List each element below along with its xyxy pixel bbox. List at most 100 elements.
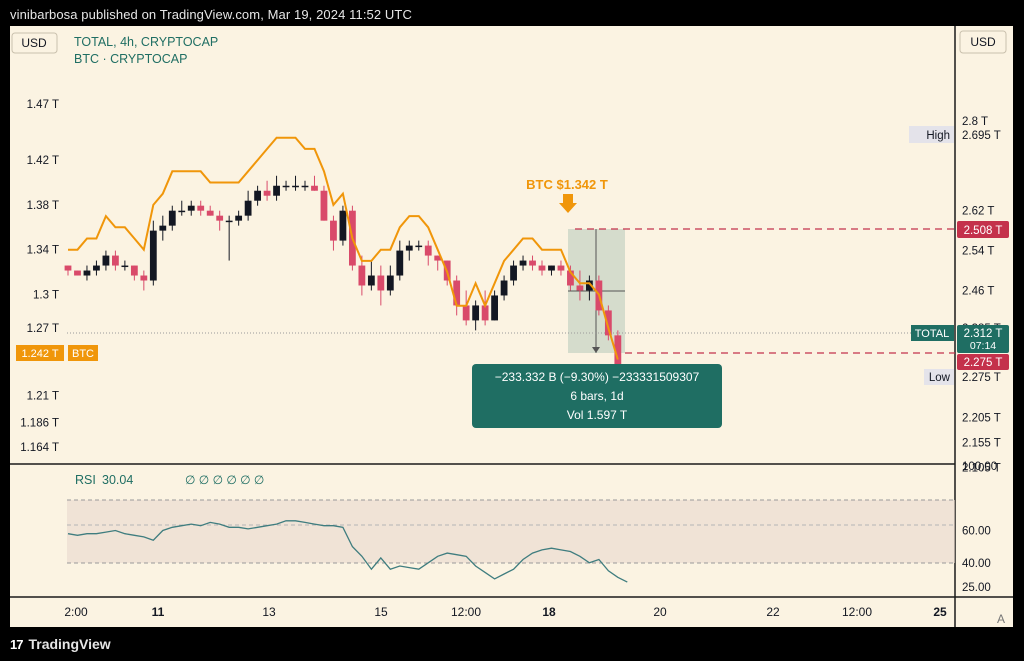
candle-body [102,255,110,266]
left-tick-label: 1.42 T [27,155,59,167]
total-timer: 07:14 [970,340,996,352]
candle-body [197,205,205,211]
btc-left-price: 1.242 T [21,348,58,360]
chart-svg[interactable]: BTC $1.342 T USD TOTAL, 4h, CRYPTOCAP BT… [10,26,1013,627]
candle-body [519,260,527,266]
candle-body [424,245,432,256]
candle-body [225,220,233,223]
left-tick-label: 1.3 T [33,290,59,302]
candle-body [434,255,442,261]
measure-bars: 6 bars, 1d [570,389,623,403]
candle-body [83,270,91,276]
measure-volume: Vol 1.597 T [567,408,628,422]
candle-body [74,270,81,276]
right-currency: USD [970,35,996,49]
high-value: 2.695 T [962,130,1001,142]
candle-body [168,210,176,226]
measure-change: −233.332 B (−9.30%) −233331509307 [495,370,700,384]
right-currency-box[interactable] [959,30,1007,54]
left-currency: USD [21,36,47,50]
rsi-tick-label: 60.00 [962,526,991,538]
candle-body [301,185,309,188]
measure-tooltip [472,364,722,428]
candle-body [367,275,375,286]
candle-body [491,295,498,321]
rsi-tick-label: 40.00 [962,558,991,570]
candle-body [472,305,480,321]
legend-line2[interactable]: BTC · CRYPTOCAP [74,52,187,66]
candle-body [263,190,271,196]
time-tick-label: 2:00 [64,605,88,619]
time-tick-label: 25 [933,605,947,619]
arrow-down-icon [559,194,577,213]
lower-level-value: 2.275 T [964,357,1003,369]
candle-body [235,215,243,221]
measure-arrow-icon [592,347,600,353]
time-tick-label: 12:00 [842,605,872,619]
candle-body [529,260,536,266]
right-tick-label: 2.205 T [962,413,1001,425]
low-badge [924,369,954,385]
candle-body [140,275,148,281]
btc-left-name-badge [68,345,98,361]
candle-body [405,245,413,251]
total-name-badge [911,325,954,341]
rsi-tick-label: 100.00 [962,461,997,473]
candle-body [121,265,129,268]
right-tick-label: 2.8 T [962,116,988,128]
tradingview-logo-icon: 17 [10,636,24,652]
candle-body [481,305,489,321]
rsi-label[interactable]: RSI [75,473,96,487]
time-tick-label: 20 [653,605,667,619]
lower-level-badge [957,354,1009,370]
candle-body [254,190,261,201]
left-currency-box[interactable] [11,32,58,54]
low-label: Low [929,372,951,384]
candle-body [604,310,612,336]
candle-body [548,265,555,271]
right-tick-label: 2.46 T [962,285,994,297]
upper-level-badge [957,221,1009,238]
left-tick-label: 1.38 T [27,200,59,212]
candle-body [339,210,347,241]
candle-body [159,225,167,231]
rsi-line [67,520,628,583]
candle-body [358,265,366,286]
total-value-badge [957,325,1009,353]
candle-body [112,255,119,266]
rsi-value: 30.04 [102,473,133,487]
legend-line1[interactable]: TOTAL, 4h, CRYPTOCAP [74,35,218,49]
right-tick-label: 2.54 T [962,246,994,258]
candle-body [93,265,100,271]
candle-body [292,185,299,188]
left-tick-label: 1.21 T [27,390,59,402]
time-tick-label: 15 [374,605,388,619]
candle-body [130,265,138,276]
candle-body [386,275,394,291]
rsi-markers: ∅ ∅ ∅ ∅ ∅ ∅ [185,473,264,487]
left-tick-label: 1.27 T [27,323,59,335]
tradingview-brand: TradingView [28,636,111,652]
candle-body [377,275,385,291]
time-axis-ticks[interactable]: 2:00 11 13 15 12:00 18 20 22 12:00 25 [64,605,947,619]
btc-left-price-badge [16,345,64,361]
rsi-band [67,500,955,563]
published-header: vinibarbosa published on TradingView.com… [10,7,412,22]
right-axis-ticks: 2.8 T2.62 T2.54 T2.46 T2.385 T2.205 T2.1… [962,116,1001,475]
candle-body [500,280,508,296]
candle-body [187,205,195,211]
candle-body [557,265,565,271]
candle-body [273,185,280,196]
time-tick-label: 22 [766,605,780,619]
candle-body [510,265,517,281]
left-tick-label: 1.164 T [20,442,59,454]
candle-body [614,335,622,366]
candle-body [216,215,224,221]
rsi-tick-label: 25.00 [962,582,991,594]
axis-settings-icon[interactable]: A [997,612,1005,626]
candle-body [538,265,546,271]
candle-body [576,285,584,291]
left-axis-ticks: 1.47 T 1.42 T 1.38 T 1.34 T 1.3 T 1.27 T 1.21 … [20,99,59,454]
total-name: TOTAL [915,328,949,340]
candle-body [567,270,574,286]
